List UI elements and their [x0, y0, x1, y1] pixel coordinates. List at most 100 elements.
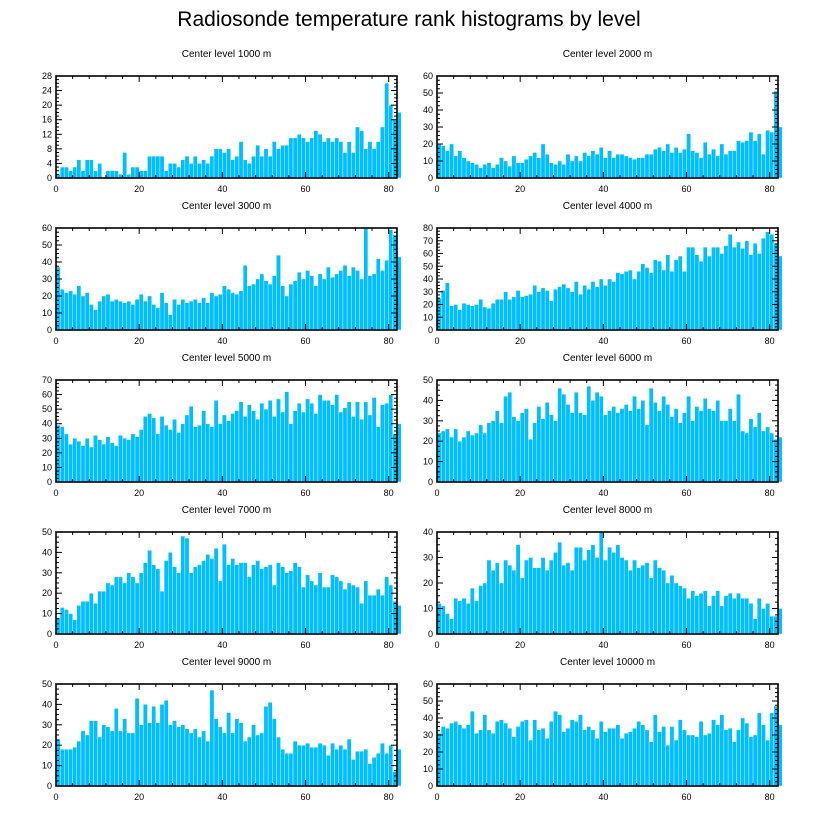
histogram-bar [594, 392, 600, 483]
histogram-bar [719, 605, 725, 635]
histogram-bar [209, 155, 215, 179]
histogram-bar [532, 422, 537, 483]
histogram-bar [159, 590, 165, 635]
histogram-bar [138, 170, 144, 179]
histogram-bar [338, 141, 344, 179]
histogram-bar [193, 155, 198, 179]
panel-title: Center level 7000 m [182, 505, 272, 516]
histogram-bar [599, 147, 604, 179]
histogram-bar [569, 160, 575, 179]
histogram-bar [359, 603, 364, 635]
histogram-bar [288, 753, 294, 787]
x-tick-label: 40 [598, 184, 608, 194]
histogram-bar [644, 154, 650, 179]
histogram-bar [114, 170, 119, 179]
histogram-bar [474, 733, 479, 787]
histogram-bar [155, 433, 161, 483]
histogram-bar [503, 722, 508, 787]
y-tick-label: 0 [47, 781, 52, 791]
y-tick-label: 70 [42, 375, 52, 385]
histogram-bar [130, 166, 136, 179]
histogram-bar [740, 142, 745, 179]
y-tick-label: 10 [423, 457, 433, 467]
histogram-bar [536, 729, 542, 787]
histogram-bar [351, 266, 356, 331]
histogram-bar [511, 570, 517, 635]
histogram-bar [603, 731, 608, 787]
histogram-bar [64, 292, 69, 331]
histogram-bar [453, 155, 458, 179]
histogram-bar [594, 154, 600, 179]
x-tick-label: 0 [53, 336, 58, 346]
y-tick-label: 12 [42, 129, 52, 139]
histogram-bar [367, 763, 373, 787]
histogram-bar [482, 432, 488, 483]
histogram-bar [97, 300, 102, 331]
histogram-bar [490, 420, 496, 483]
histogram-bar [561, 564, 567, 635]
histogram-bar [346, 582, 352, 635]
histogram-bar [134, 166, 140, 179]
histogram-bar [330, 141, 335, 179]
histogram-bar [209, 426, 215, 483]
histogram-bar [234, 155, 240, 179]
histogram-bar [321, 278, 327, 331]
histogram-bar [321, 745, 327, 787]
histogram-bar [176, 432, 181, 483]
histogram-bar [682, 587, 687, 635]
histogram-bar [84, 438, 90, 483]
y-tick-label: 40 [42, 257, 52, 267]
histogram-bar [503, 396, 508, 483]
y-tick-label: 20 [42, 740, 52, 750]
histogram-bar [122, 582, 127, 635]
histogram-bar [569, 412, 575, 483]
histogram-bar [205, 302, 211, 331]
histogram-bar [351, 584, 356, 635]
y-tick-label: 40 [423, 274, 433, 284]
histogram-bar [761, 430, 766, 483]
histogram-bar [461, 303, 467, 331]
y-tick-label: 30 [423, 416, 433, 426]
histogram-bar [636, 408, 641, 483]
histogram-bar [138, 429, 144, 483]
x-tick-label: 0 [53, 184, 58, 194]
y-tick-label: 50 [423, 375, 433, 385]
histogram-bar [384, 260, 389, 331]
histogram-bar [449, 143, 454, 179]
histogram-bar [334, 137, 339, 179]
histogram-bar [213, 295, 219, 331]
y-tick-label: 0 [47, 325, 52, 335]
x-tick-label: 60 [682, 488, 692, 498]
histogram-bar [126, 732, 132, 787]
histogram-bar [172, 299, 177, 331]
histogram-bar [565, 404, 571, 483]
x-tick-label: 40 [217, 336, 227, 346]
histogram-bar [201, 560, 206, 635]
histogram-bar [163, 170, 169, 179]
histogram-bar [376, 753, 381, 787]
histogram-bar [582, 152, 587, 179]
histogram-bar [330, 742, 335, 787]
histogram-bar [499, 719, 504, 787]
histogram-bar [740, 598, 745, 635]
histogram-bar [159, 155, 165, 179]
histogram-panel: Center level 3000 m 0 20 40 60 80 0 10 20 30 40 50 6… [42, 201, 402, 346]
x-tick-label: 20 [134, 640, 144, 650]
panel-frame [436, 379, 779, 483]
histogram-bar [711, 246, 716, 331]
histogram-bar [193, 566, 198, 635]
histogram-bar [238, 401, 244, 483]
histogram-bar [561, 283, 567, 331]
histogram-bar [623, 559, 629, 635]
histogram-bar [669, 575, 675, 635]
y-tick-label: 20 [423, 578, 433, 588]
x-tick-label: 20 [134, 184, 144, 194]
histogram-bar [138, 724, 144, 787]
histogram-bar [134, 436, 140, 483]
histogram-bar [495, 299, 500, 331]
histogram-bar [297, 272, 302, 331]
histogram-bar [355, 270, 360, 331]
x-tick-label: 40 [217, 184, 227, 194]
histogram-bar [80, 601, 86, 635]
y-tick-label: 20 [423, 436, 433, 446]
